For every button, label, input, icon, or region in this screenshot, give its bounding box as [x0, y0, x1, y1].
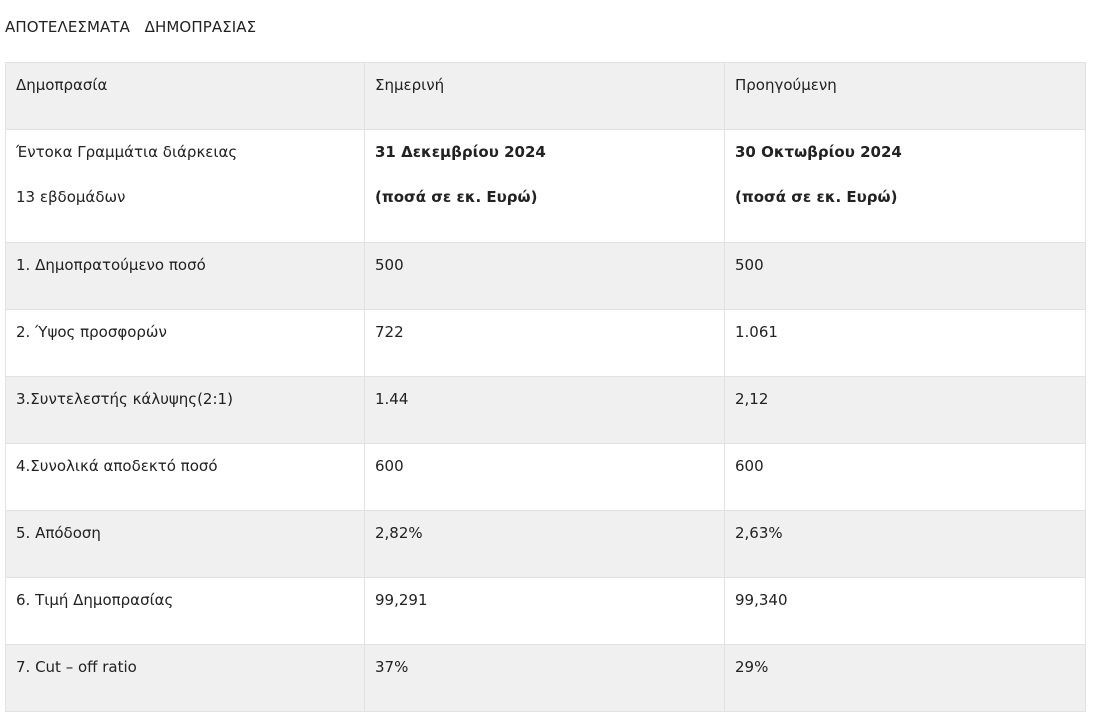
row-previous-value: 99,340	[724, 577, 1086, 645]
table-row: 3.Συντελεστής κάλυψης(2:1) 1.44 2,12	[5, 376, 1086, 444]
previous-auction-date: 30 Οκτωβρίου 2024	[735, 143, 902, 161]
row-previous-value: 1.061	[724, 309, 1086, 377]
instrument-name-line1: Έντοκα Γραμμάτια διάρκειας	[16, 143, 238, 161]
table-row: 5. Απόδοση 2,82% 2,63%	[5, 510, 1086, 578]
row-label: 3.Συντελεστής κάλυψης(2:1)	[5, 376, 365, 444]
table-header-row: Δημοπρασία Σημερινή Προηγούμενη	[5, 62, 1086, 130]
row-previous-value: 2,12	[724, 376, 1086, 444]
table-row: 1. Δημοπρατούμενο ποσό 500 500	[5, 242, 1086, 310]
table-row: 4.Συνολικά αποδεκτό ποσό 600 600	[5, 443, 1086, 511]
row-label: 5. Απόδοση	[5, 510, 365, 578]
row-label: 1. Δημοπρατούμενο ποσό	[5, 242, 365, 310]
table-row: 7. Cut – off ratio 37% 29%	[5, 644, 1086, 712]
table-row: 6. Τιμή Δημοπρασίας 99,291 99,340	[5, 577, 1086, 645]
current-date-cell: 31 Δεκεμβρίου 2024 (ποσά σε εκ. Ευρώ)	[364, 129, 725, 243]
row-current-value: 500	[364, 242, 725, 310]
auction-results-table: Δημοπρασία Σημερινή Προηγούμενη Έντοκα Γ…	[5, 62, 1086, 712]
current-auction-date: 31 Δεκεμβρίου 2024	[375, 143, 546, 161]
header-cell-previous: Προηγούμενη	[724, 62, 1086, 130]
row-current-value: 1.44	[364, 376, 725, 444]
row-label: 7. Cut – off ratio	[5, 644, 365, 712]
table-row: 2. Ύψος προσφορών 722 1.061	[5, 309, 1086, 377]
previous-date-cell: 30 Οκτωβρίου 2024 (ποσά σε εκ. Ευρώ)	[724, 129, 1086, 243]
row-label: 2. Ύψος προσφορών	[5, 309, 365, 377]
current-amount-unit: (ποσά σε εκ. Ευρώ)	[375, 188, 538, 206]
row-previous-value: 29%	[724, 644, 1086, 712]
row-label: 4.Συνολικά αποδεκτό ποσό	[5, 443, 365, 511]
row-previous-value: 2,63%	[724, 510, 1086, 578]
row-label: 6. Τιμή Δημοπρασίας	[5, 577, 365, 645]
header-cell-auction: Δημοπρασία	[5, 62, 365, 130]
row-current-value: 722	[364, 309, 725, 377]
previous-amount-unit: (ποσά σε εκ. Ευρώ)	[735, 188, 898, 206]
row-previous-value: 500	[724, 242, 1086, 310]
header-cell-current: Σημερινή	[364, 62, 725, 130]
row-previous-value: 600	[724, 443, 1086, 511]
page-title: ΑΠΟΤΕΛΕΣΜΑΤΑ ΔΗΜΟΠΡΑΣΙΑΣ	[5, 18, 257, 36]
instrument-row: Έντοκα Γραμμάτια διάρκειας 13 εβδομάδων …	[5, 129, 1086, 243]
row-current-value: 2,82%	[364, 510, 725, 578]
row-current-value: 99,291	[364, 577, 725, 645]
instrument-name-cell: Έντοκα Γραμμάτια διάρκειας 13 εβδομάδων	[5, 129, 365, 243]
row-current-value: 600	[364, 443, 725, 511]
instrument-name-line2: 13 εβδομάδων	[16, 188, 126, 206]
row-current-value: 37%	[364, 644, 725, 712]
